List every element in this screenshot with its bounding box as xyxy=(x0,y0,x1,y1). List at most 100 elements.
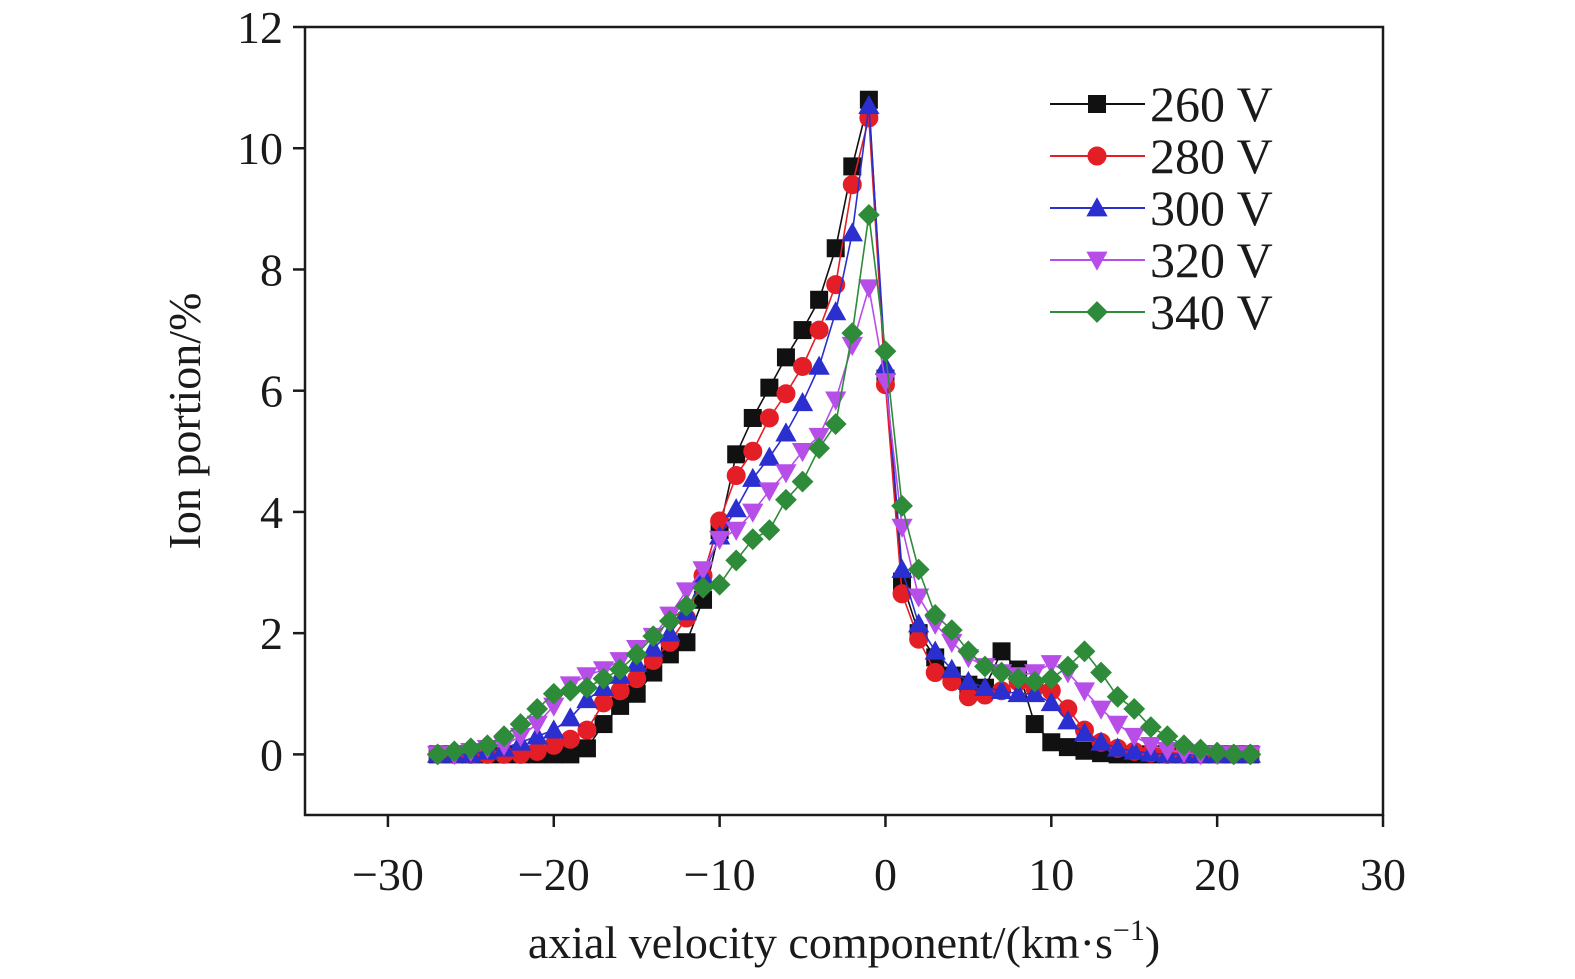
plot-frame xyxy=(303,25,1385,817)
data-point xyxy=(891,558,913,578)
y-tick-label: 12 xyxy=(237,2,283,53)
legend-label: 280 V xyxy=(1150,128,1273,184)
data-point xyxy=(891,494,913,517)
data-point xyxy=(741,528,764,551)
data-point xyxy=(974,655,996,678)
x-axis: −30 −20 −10 0 10 20 30 xyxy=(352,815,1406,900)
data-point xyxy=(1007,667,1030,690)
legend-marker xyxy=(1086,251,1108,271)
data-point xyxy=(627,669,647,689)
series-line xyxy=(437,287,1251,756)
data-point xyxy=(1040,655,1062,675)
data-point xyxy=(925,663,945,683)
data-point xyxy=(793,356,813,376)
data-point xyxy=(1073,640,1096,663)
data-point xyxy=(742,467,764,487)
data-point xyxy=(725,549,748,572)
data-point xyxy=(677,633,696,652)
data-point xyxy=(1007,682,1029,703)
x-tick-label: −10 xyxy=(684,849,756,900)
data-point xyxy=(609,658,632,681)
data-point xyxy=(1107,715,1129,735)
data-point xyxy=(576,676,598,699)
data-point xyxy=(1090,731,1112,751)
data-point xyxy=(1025,715,1044,734)
data-point xyxy=(675,594,698,617)
data-point xyxy=(544,735,564,755)
data-point xyxy=(577,720,597,740)
x-tick-label: 0 xyxy=(874,849,897,900)
legend-marker xyxy=(1088,95,1106,113)
data-point xyxy=(559,707,581,727)
data-point xyxy=(907,558,930,581)
legend-label: 300 V xyxy=(1150,180,1273,236)
x-tick-label: 20 xyxy=(1194,849,1240,900)
data-point xyxy=(824,413,847,435)
y-tick-label: 8 xyxy=(260,244,283,295)
legend-item: 340 V xyxy=(1050,284,1273,340)
series-line xyxy=(437,99,1251,756)
data-point xyxy=(808,427,830,447)
data-point xyxy=(990,661,1013,684)
data-point xyxy=(1206,741,1229,764)
data-point xyxy=(759,408,779,428)
y-tick-label: 10 xyxy=(237,123,283,174)
y-tick-label: 6 xyxy=(260,366,283,417)
data-point xyxy=(758,519,781,542)
data-point xyxy=(775,488,797,511)
data-point xyxy=(543,719,565,739)
data-point xyxy=(1090,661,1112,684)
data-point xyxy=(576,689,598,709)
legend-item: 320 V xyxy=(1050,232,1273,288)
data-point xyxy=(1173,734,1195,757)
series-0 xyxy=(428,90,1260,764)
data-point xyxy=(825,301,847,321)
data-point xyxy=(842,175,862,195)
series-line xyxy=(437,214,1251,756)
y-axis: 0 2 4 6 8 10 12 xyxy=(237,2,305,780)
data-point xyxy=(957,670,980,690)
x-tick-label: −20 xyxy=(518,849,590,900)
series-2 xyxy=(427,94,1261,763)
data-point xyxy=(592,667,615,690)
data-point xyxy=(1139,716,1162,739)
data-point xyxy=(1156,725,1179,748)
data-point xyxy=(742,503,764,523)
data-point xyxy=(874,340,897,363)
data-point xyxy=(1057,710,1079,730)
legend-marker xyxy=(1087,146,1107,166)
series-4 xyxy=(426,204,1262,766)
data-point xyxy=(924,604,947,626)
data-point xyxy=(1040,692,1062,712)
data-point xyxy=(841,322,864,345)
data-point xyxy=(642,625,665,648)
series-layer xyxy=(426,90,1262,766)
data-point xyxy=(791,392,814,412)
data-point xyxy=(1073,722,1096,742)
legend-item: 300 V xyxy=(1050,180,1273,236)
data-point xyxy=(1123,740,1145,760)
data-point xyxy=(808,355,830,375)
plot-area-border xyxy=(303,25,1385,817)
y-tick-label: 0 xyxy=(260,729,283,780)
legend-marker xyxy=(1086,301,1108,323)
data-point xyxy=(858,279,880,299)
data-point xyxy=(841,222,863,242)
data-point xyxy=(526,725,548,745)
data-point xyxy=(974,676,996,697)
data-point xyxy=(726,466,746,486)
x-tick-label: −30 xyxy=(352,849,424,900)
data-point xyxy=(526,698,549,720)
data-point xyxy=(990,679,1013,700)
data-point xyxy=(509,713,532,735)
data-point xyxy=(1090,700,1112,720)
data-point xyxy=(1042,733,1061,752)
x-tick-label: 10 xyxy=(1028,849,1074,900)
data-point xyxy=(1024,682,1046,703)
legend-marker xyxy=(1086,197,1108,217)
x-axis-title: axial velocity component/(km·s−1) xyxy=(528,914,1160,968)
data-point xyxy=(1222,743,1245,766)
data-point xyxy=(708,530,731,551)
data-point xyxy=(758,482,780,502)
